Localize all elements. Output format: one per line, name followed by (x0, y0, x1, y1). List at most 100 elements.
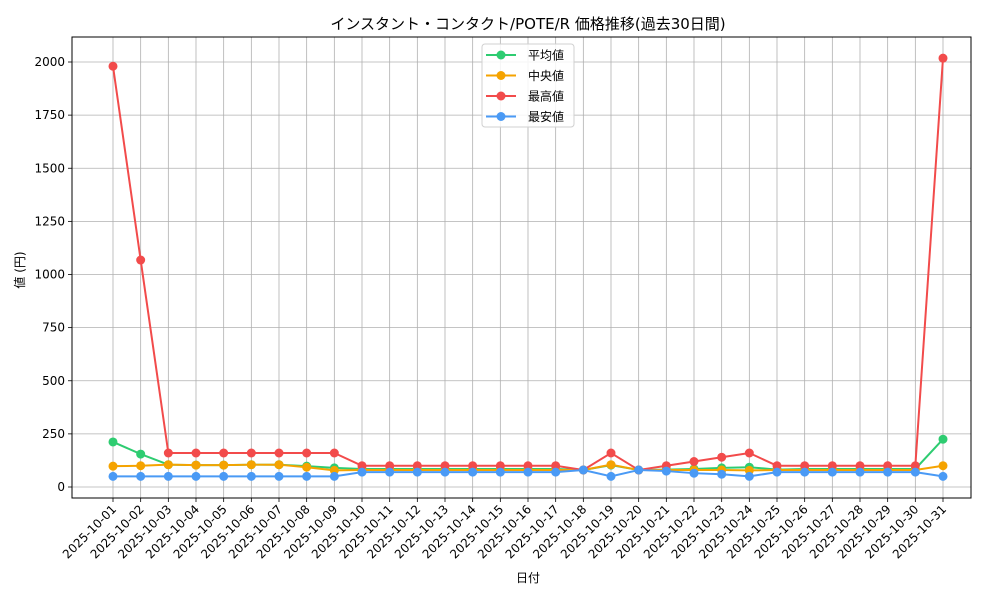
data-point (440, 461, 450, 471)
legend-marker-icon (496, 71, 506, 80)
data-point (938, 434, 948, 444)
legend-box (481, 43, 575, 128)
legend-marker-icon (496, 112, 506, 121)
data-point (689, 457, 699, 466)
data-point (163, 448, 173, 458)
legend-item: 最安値 (486, 109, 564, 124)
data-point (302, 448, 312, 458)
data-point (938, 53, 948, 63)
data-point (357, 467, 367, 477)
legend-label: 最高値 (528, 89, 564, 104)
data-point (302, 462, 312, 472)
data-point (274, 471, 284, 481)
data-point (136, 471, 146, 481)
data-point (108, 61, 118, 71)
data-point (744, 448, 754, 458)
data-point (108, 437, 118, 447)
data-point (246, 460, 256, 470)
data-point (551, 461, 561, 471)
data-point (772, 461, 782, 471)
data-point (883, 467, 893, 477)
data-point (468, 467, 478, 477)
legend-item: 平均値 (486, 48, 564, 63)
data-point (191, 460, 201, 470)
data-point (523, 461, 533, 471)
data-point (495, 461, 505, 471)
y-tick-label: 750 (42, 321, 65, 335)
data-point (744, 471, 754, 481)
data-point (136, 255, 146, 265)
plot-area-frame (71, 36, 972, 499)
data-point (274, 448, 284, 458)
data-point (578, 465, 588, 475)
data-point (219, 448, 229, 458)
data-point (412, 461, 422, 471)
legend-marker-icon (496, 50, 506, 60)
data-point (246, 448, 256, 458)
data-point (606, 460, 616, 470)
data-point (800, 461, 810, 471)
y-tick-label: 2000 (34, 55, 65, 69)
chart-title: インスタント・コンタクト/POTE/R 価格推移(過去30日間) (330, 15, 725, 33)
data-point (634, 465, 644, 475)
legend-item: 中央値 (486, 68, 564, 83)
data-point (495, 467, 505, 477)
data-point (938, 471, 948, 481)
data-point (440, 467, 450, 477)
legend-item: 最高値 (486, 89, 564, 104)
data-point (938, 461, 948, 471)
data-point (855, 461, 865, 471)
data-point (689, 468, 699, 478)
y-tick-label: 1250 (34, 214, 65, 228)
data-point (163, 460, 173, 470)
data-point (468, 461, 478, 471)
legend-label: 中央値 (528, 68, 564, 83)
data-point (606, 471, 616, 481)
legend-marker-icon (496, 91, 506, 101)
y-axis-label: 値 (円) (12, 251, 27, 288)
data-point (855, 467, 865, 477)
data-point (329, 471, 339, 481)
data-point (246, 471, 256, 481)
data-point (661, 466, 671, 476)
data-point (910, 467, 920, 477)
data-point (191, 471, 201, 481)
y-tick-label: 1750 (34, 108, 65, 122)
data-point (357, 461, 367, 471)
data-point (827, 467, 837, 477)
data-point (523, 467, 533, 477)
data-point (717, 452, 727, 462)
data-point (385, 467, 395, 477)
data-point (772, 467, 782, 477)
data-point (302, 471, 312, 481)
data-point (800, 467, 810, 477)
data-point (717, 469, 727, 479)
grid-lines (72, 37, 971, 498)
data-point (910, 461, 920, 471)
series-line (108, 465, 948, 481)
data-point (551, 467, 561, 477)
data-point (412, 467, 422, 477)
data-point (136, 461, 146, 471)
y-tick-label: 0 (57, 480, 65, 494)
data-point (163, 471, 173, 481)
data-point (191, 448, 201, 458)
y-tick-label: 500 (42, 374, 65, 388)
data-point (108, 471, 118, 481)
data-point (385, 461, 395, 471)
data-series (108, 53, 948, 481)
y-tick-label: 1000 (34, 268, 65, 282)
data-point (827, 461, 837, 471)
y-axis-ticks: 0 250 500 750 1000 1250 1500 1750 2000 (34, 55, 72, 494)
data-point (329, 448, 339, 458)
data-point (136, 449, 146, 459)
data-point (219, 471, 229, 481)
data-point (219, 460, 229, 470)
legend-label: 最安値 (528, 109, 564, 124)
y-tick-label: 250 (42, 427, 65, 441)
legend-label: 平均値 (528, 48, 564, 63)
data-point (274, 460, 284, 470)
y-tick-label: 1500 (34, 161, 65, 175)
